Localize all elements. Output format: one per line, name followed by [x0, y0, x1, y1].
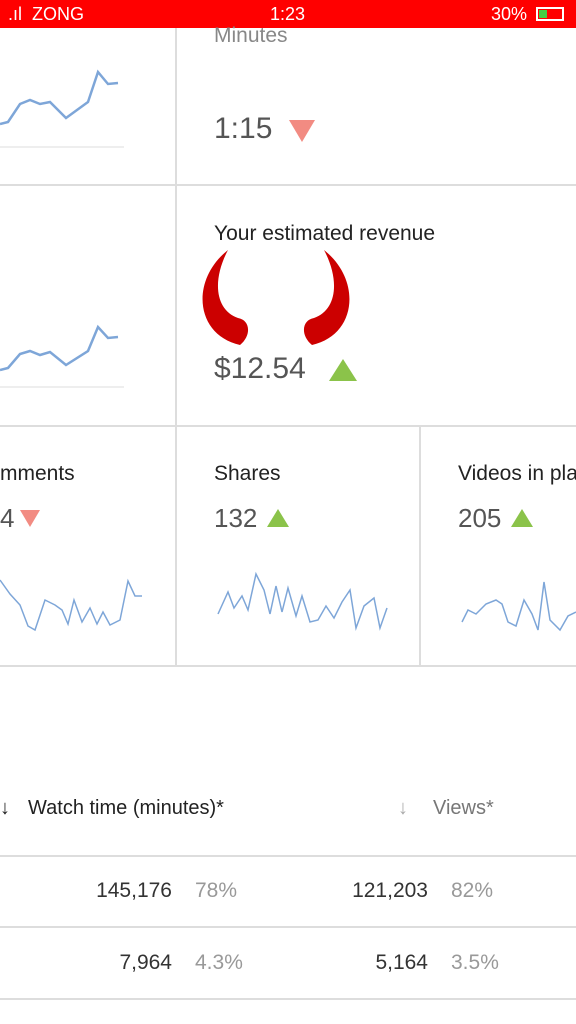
down-arrow — [20, 510, 40, 527]
card-value: $12.54 — [214, 352, 306, 385]
cell: 4.3% — [195, 951, 243, 974]
cell: 7,964 — [119, 951, 172, 974]
decorations — [0, 69, 576, 632]
card-value: 205 — [458, 503, 502, 533]
card-value: 4 — [0, 503, 15, 533]
divider — [175, 28, 177, 425]
card-value: 132 — [214, 503, 258, 533]
signal: .ıl — [8, 4, 23, 24]
cell: 5,164 — [375, 951, 428, 974]
cell: 3.5% — [451, 951, 499, 974]
up-arrow — [329, 359, 357, 381]
battery-level: 30% — [491, 4, 528, 24]
card-value: 1:15 — [214, 112, 273, 145]
down-arrow — [289, 120, 315, 142]
horn-sticker — [202, 250, 249, 345]
status-bar: .ıl ZONG 1:23 30% — [0, 0, 576, 28]
row-divider — [0, 998, 576, 1000]
card-title: Your estimated revenue — [214, 222, 436, 245]
card-title: Videos in pla — [458, 462, 576, 485]
row-divider — [0, 855, 576, 857]
sort-arrow[interactable]: ↓ — [398, 797, 408, 819]
sparkline — [0, 324, 119, 372]
column-header[interactable]: Watch time (minutes)* — [28, 797, 224, 819]
card-title: mments — [0, 462, 75, 485]
card-title: Shares — [214, 462, 281, 485]
up-arrow — [267, 509, 289, 527]
column-header[interactable]: Views* — [433, 797, 494, 819]
divider — [0, 425, 576, 427]
sparkline — [0, 578, 142, 632]
divider — [0, 184, 576, 186]
cell: 82% — [451, 879, 494, 902]
cell: 78% — [195, 879, 238, 902]
carrier: ZONG — [32, 4, 84, 24]
time: 1:23 — [270, 4, 306, 24]
cell: 145,176 — [96, 879, 172, 902]
sparkline — [461, 581, 576, 632]
cell: 121,203 — [352, 879, 428, 902]
sparkline — [0, 69, 119, 126]
row-divider — [0, 926, 576, 928]
sparkline — [217, 571, 388, 631]
battery-icon — [536, 7, 564, 21]
horn-sticker — [303, 250, 350, 345]
sort-arrow[interactable]: ↓ — [0, 797, 10, 819]
divider — [0, 665, 576, 667]
up-arrow — [511, 509, 533, 527]
divider — [175, 427, 177, 665]
divider — [419, 427, 421, 665]
card-title: Minutes — [214, 24, 288, 47]
